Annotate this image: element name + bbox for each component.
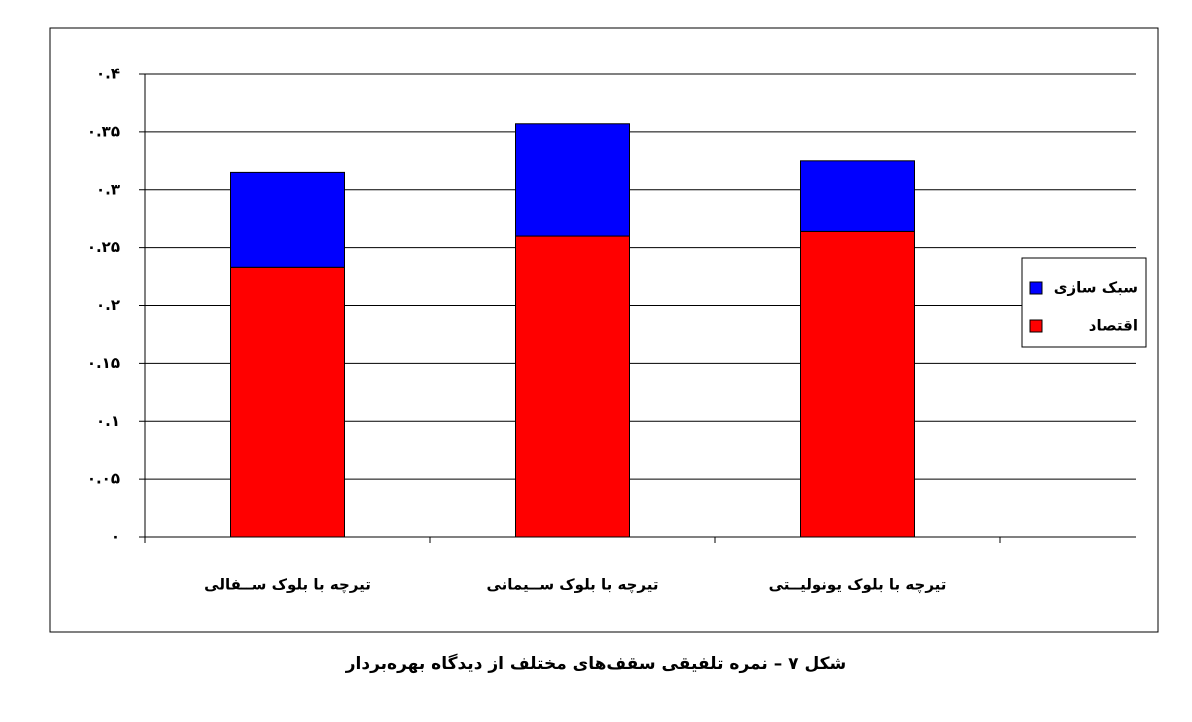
y-tick-label: ۰.۲۵ (87, 238, 120, 256)
y-tick-label: ۰.۰۵ (87, 470, 120, 488)
y-tick-label: ۰.۱۵ (87, 354, 120, 372)
legend-box (1021, 257, 1147, 348)
bar-segment (230, 171, 345, 268)
y-tick-label: ۰.۲ (96, 296, 120, 314)
y-tick-label: ۰.۱ (96, 412, 120, 430)
legend-label: اقتصاد (1089, 317, 1138, 335)
bar-segment (800, 230, 915, 538)
y-tick-label: ۰ (111, 528, 120, 546)
caption: شکل ۷ – نمره تلفیقی سقف‌های مختلف از دید… (345, 653, 846, 674)
y-tick-label: ۰.۳۵ (87, 122, 120, 140)
y-tick-label: ۰.۴ (96, 65, 120, 83)
bar-segment (230, 266, 345, 538)
bar-segment (515, 235, 630, 538)
legend-label: سبک سازی (1054, 279, 1138, 297)
bar-segment (800, 160, 915, 232)
x-tick-label: تیرچه با بلوک ســیمانی (486, 576, 658, 595)
legend-swatch (1029, 319, 1043, 333)
bar-segment (515, 123, 630, 237)
x-tick-label: تیرچه با بلوک یونولیــتی (769, 576, 947, 595)
x-tick-label: تیرچه با بلوک ســفالی (204, 576, 371, 595)
y-tick-label: ۰.۳ (96, 180, 120, 198)
legend-swatch (1029, 281, 1043, 295)
